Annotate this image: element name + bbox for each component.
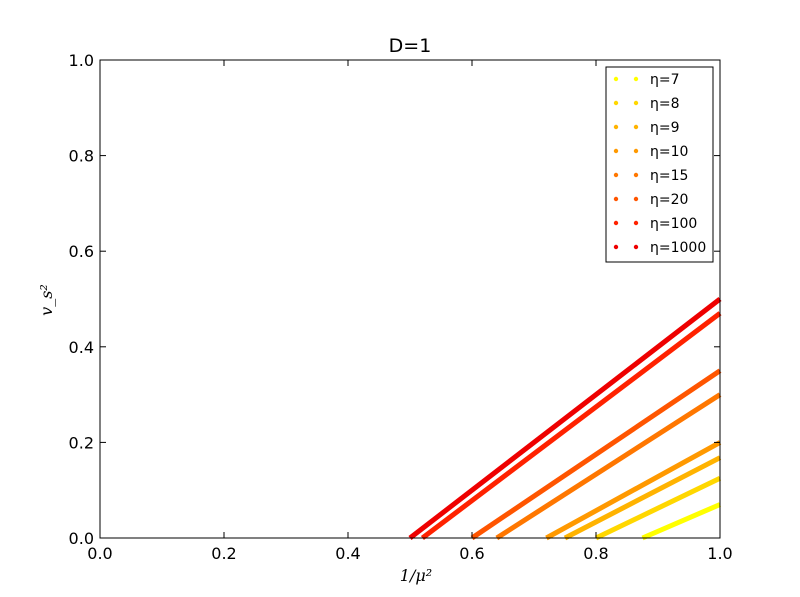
series-line-0 xyxy=(641,502,721,541)
series-line-3 xyxy=(545,440,722,541)
legend-marker-3 xyxy=(613,148,619,154)
legend-marker-2-b xyxy=(633,124,639,130)
series-line-1 xyxy=(594,476,722,541)
chart-title: D=1 xyxy=(389,35,432,57)
legend-label-2: η=9 xyxy=(650,120,680,136)
y-tick-label: 0.0 xyxy=(69,529,94,548)
x-tick-label: 1.0 xyxy=(707,544,732,563)
series-line-7 xyxy=(408,297,722,540)
series-line-2 xyxy=(563,455,722,541)
legend-marker-7 xyxy=(613,244,619,250)
x-axis-label: 1/μ² xyxy=(400,566,432,585)
legend: η=7 η=8 η=9 η=10 η=15 η=20 η=100 η=1000 xyxy=(605,66,714,263)
series-line-6 xyxy=(420,311,722,540)
legend-label-3: η=10 xyxy=(650,144,688,160)
legend-marker-6 xyxy=(613,220,619,226)
series-line-5 xyxy=(470,368,722,541)
x-tick-label: 0.6 xyxy=(459,544,484,563)
x-tick-label: 0.4 xyxy=(335,544,360,563)
legend-box xyxy=(605,66,714,263)
legend-marker-0-b xyxy=(633,76,639,82)
y-axis-label: v_s² xyxy=(37,284,56,316)
legend-label-0: η=7 xyxy=(650,72,680,88)
plot-frame xyxy=(99,59,721,539)
legend-label-1: η=8 xyxy=(650,96,680,112)
legend-marker-7-b xyxy=(633,244,639,250)
legend-label-6: η=100 xyxy=(650,216,697,232)
legend-marker-4 xyxy=(613,172,619,178)
y-tick-label: 0.6 xyxy=(69,242,94,261)
legend-marker-2 xyxy=(613,124,619,130)
legend-label-7: η=1000 xyxy=(650,240,706,256)
legend-label-4: η=15 xyxy=(650,168,688,184)
legend-marker-3-b xyxy=(633,148,639,154)
legend-marker-1 xyxy=(613,100,619,106)
legend-marker-4-b xyxy=(633,172,639,178)
x-tick-label: 0.2 xyxy=(211,544,236,563)
series-line-4 xyxy=(495,392,722,541)
y-tick-label: 0.8 xyxy=(69,147,94,166)
ticks-layer: 0.0 0.2 0.4 0.6 0.8 1.0 0.0 0.2 0.4 0.6 0.8 1.0 xyxy=(69,51,733,563)
legend-marker-5 xyxy=(613,196,619,202)
y-tick-label: 0.2 xyxy=(69,433,94,452)
series-layer xyxy=(408,297,722,541)
legend-marker-5-b xyxy=(633,196,639,202)
y-tick-label: 0.4 xyxy=(69,338,94,357)
x-tick-label: 0.0 xyxy=(87,544,112,563)
x-tick-label: 0.8 xyxy=(583,544,608,563)
legend-marker-0 xyxy=(613,76,619,82)
legend-marker-6-b xyxy=(633,220,639,226)
legend-label-5: η=20 xyxy=(650,192,688,208)
y-tick-label: 1.0 xyxy=(69,51,94,70)
legend-marker-1-b xyxy=(633,100,639,106)
